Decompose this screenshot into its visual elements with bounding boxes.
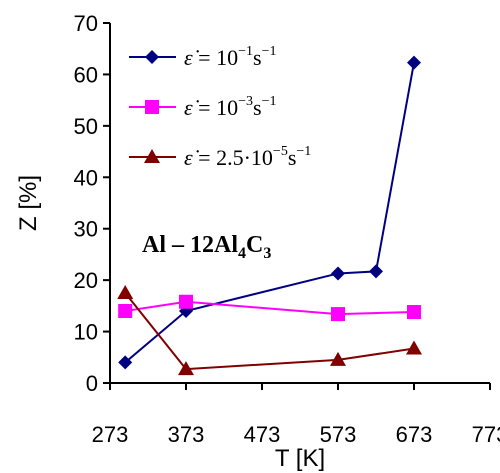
data-point [406, 340, 422, 355]
x-axis-title: T [K] [275, 445, 325, 472]
x-ticks: 273 373 473 573 673 773 [92, 383, 500, 447]
y-tick-label: 40 [74, 165, 98, 190]
data-point [118, 304, 133, 318]
y-tick-label: 20 [74, 268, 98, 293]
legend: ε̇ = 10−1s−1 ε̇ = 10−3s−1 ε̇ = 2.5·10−5s−1 [129, 44, 311, 170]
y-axis-title: Z [%] [15, 175, 42, 231]
y-tick-label: 70 [74, 11, 98, 36]
legend-item-1: ε̇ = 10−1s−1 [129, 44, 276, 70]
legend-item-2: ε̇ = 10−3s−1 [129, 94, 276, 120]
series-line [125, 300, 415, 316]
plot-frame [110, 23, 490, 383]
y-tick-label: 0 [86, 371, 98, 396]
y-tick-label: 10 [74, 320, 98, 345]
legend-label: ε̇ = 10−1s−1 [184, 44, 276, 70]
data-point [407, 55, 421, 70]
legend-marker [145, 50, 159, 64]
legend-marker [145, 100, 159, 114]
legend-label: ε̇ = 10−3s−1 [184, 94, 276, 120]
x-tick-label: 273 [92, 422, 129, 447]
legend-label: ε̇ = 2.5·10−5s−1 [184, 144, 311, 170]
data-point [331, 307, 345, 322]
x-tick-label: 773 [472, 422, 500, 447]
material-annotation: Al – 12Al4C3 [142, 232, 271, 262]
y-tick-label: 30 [74, 217, 98, 242]
y-ticks: 0 10 20 30 40 50 60 70 [74, 11, 110, 396]
data-point [369, 264, 383, 279]
series-3 [117, 285, 422, 376]
y-tick-label: 50 [74, 114, 98, 139]
series-1 [118, 55, 421, 370]
data-point [118, 355, 133, 370]
series-layer [117, 55, 422, 376]
plot-area [110, 23, 490, 383]
x-tick-label: 473 [244, 422, 281, 447]
series-line [124, 292, 415, 371]
data-point [178, 361, 194, 376]
series-2 [118, 294, 421, 322]
x-tick-label: 573 [320, 422, 357, 447]
x-tick-label: 373 [168, 422, 205, 447]
data-point [330, 351, 346, 366]
legend-marker [144, 149, 160, 163]
legend-item-3: ε̇ = 2.5·10−5s−1 [129, 144, 311, 170]
y-tick-label: 60 [74, 62, 98, 87]
data-point [407, 305, 421, 320]
data-point [179, 294, 193, 309]
data-point [331, 266, 345, 281]
data-point [117, 285, 134, 299]
x-tick-label: 673 [396, 422, 433, 447]
